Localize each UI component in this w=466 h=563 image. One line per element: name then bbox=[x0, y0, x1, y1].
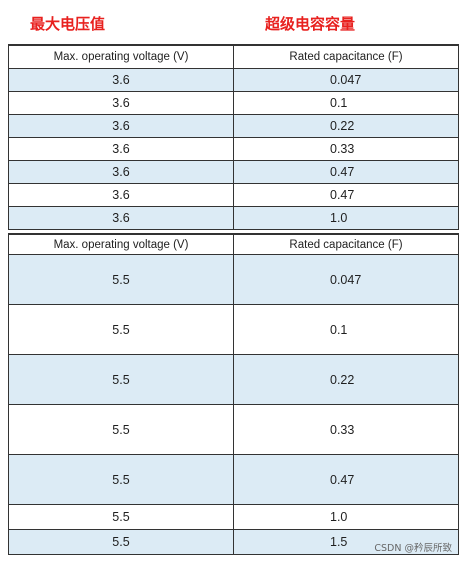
capacitance-cell: 0.22 bbox=[233, 114, 459, 138]
table-row: 3.6 0.47 bbox=[8, 160, 459, 184]
voltage-cell: 3.6 bbox=[8, 68, 234, 92]
capacitance-cell: 0.22 bbox=[233, 354, 459, 405]
capacitance-cell: 0.1 bbox=[233, 304, 459, 355]
voltage-cell: 5.5 bbox=[8, 504, 234, 530]
voltage-cell: 3.6 bbox=[8, 114, 234, 138]
capacitance-cell: 1.5 bbox=[233, 529, 459, 555]
voltage-cell: 3.6 bbox=[8, 206, 234, 230]
table-row: 5.5 1.0 bbox=[8, 504, 459, 530]
capacitor-table-5v5: Max. operating voltage (V) Rated capacit… bbox=[8, 233, 459, 555]
voltage-cell: 3.6 bbox=[8, 160, 234, 184]
capacitor-table-3v6: Max. operating voltage (V) Rated capacit… bbox=[8, 44, 459, 230]
table-row: 5.5 0.1 bbox=[8, 304, 459, 355]
voltage-cell: 5.5 bbox=[8, 404, 234, 455]
table-row: 3.6 0.47 bbox=[8, 183, 459, 207]
voltage-cell: 5.5 bbox=[8, 354, 234, 405]
watermark: CSDN @矜辰所致 bbox=[374, 543, 452, 554]
capacitance-cell: 0.47 bbox=[233, 160, 459, 184]
capacitance-cell: 1.0 bbox=[233, 206, 459, 230]
capacitance-cell: 0.33 bbox=[233, 137, 459, 161]
column-header-capacitance: Rated capacitance (F) bbox=[233, 233, 459, 255]
capacitance-cell: 0.33 bbox=[233, 404, 459, 455]
capacitance-cell: 0.047 bbox=[233, 68, 459, 92]
table-row: 5.5 0.33 bbox=[8, 404, 459, 455]
table-header-row: Max. operating voltage (V) Rated capacit… bbox=[8, 44, 459, 69]
capacitance-cell: 0.047 bbox=[233, 254, 459, 305]
voltage-cell: 3.6 bbox=[8, 183, 234, 207]
table-row: 5.5 0.47 bbox=[8, 454, 459, 505]
voltage-cell: 5.5 bbox=[8, 529, 234, 555]
voltage-cell: 5.5 bbox=[8, 254, 234, 305]
table-row: 3.6 0.33 bbox=[8, 137, 459, 161]
capacitance-cell: 0.47 bbox=[233, 183, 459, 207]
voltage-cell: 5.5 bbox=[8, 304, 234, 355]
voltage-cell: 5.5 bbox=[8, 454, 234, 505]
table-row: 3.6 0.1 bbox=[8, 91, 459, 115]
column-header-voltage: Max. operating voltage (V) bbox=[8, 44, 234, 69]
max-voltage-heading: 最大电压值 bbox=[30, 15, 106, 33]
table-row: 3.6 0.047 bbox=[8, 68, 459, 92]
capacitance-cell: 0.1 bbox=[233, 91, 459, 115]
capacitance-cell: 1.0 bbox=[233, 504, 459, 530]
capacitance-heading: 超级电容容量 bbox=[265, 15, 356, 33]
voltage-cell: 3.6 bbox=[8, 137, 234, 161]
table-row: 3.6 0.22 bbox=[8, 114, 459, 138]
table-row: 5.5 0.22 bbox=[8, 354, 459, 405]
table-row: 3.6 1.0 bbox=[8, 206, 459, 230]
voltage-cell: 3.6 bbox=[8, 91, 234, 115]
table-row: 5.5 0.047 bbox=[8, 254, 459, 305]
capacitance-cell: 0.47 bbox=[233, 454, 459, 505]
table-header-row: Max. operating voltage (V) Rated capacit… bbox=[8, 233, 459, 255]
table-row: 5.5 1.5 bbox=[8, 529, 459, 555]
column-header-capacitance: Rated capacitance (F) bbox=[233, 44, 459, 69]
column-header-voltage: Max. operating voltage (V) bbox=[8, 233, 234, 255]
